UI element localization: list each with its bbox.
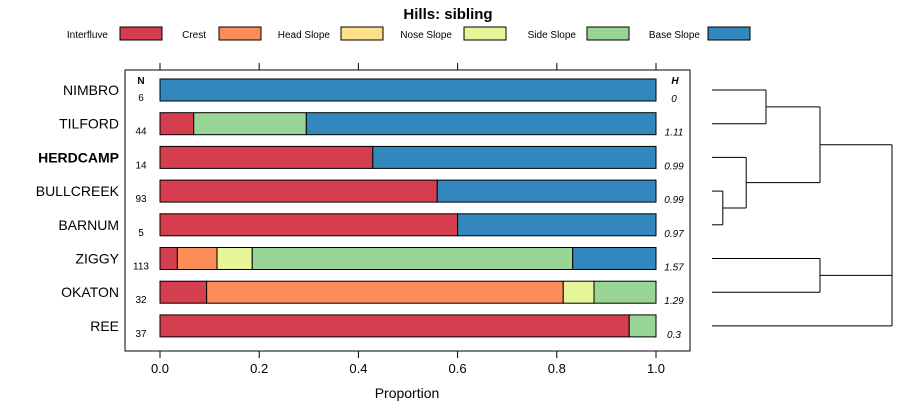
h-value-bullcreek: 0.99 [664, 195, 684, 206]
bar-tilford-interfluve [159, 112, 195, 136]
bar-ziggy-base-slope [572, 247, 657, 270]
bar-nimbro-base-slope [159, 78, 657, 102]
bar-bullcreek-interfluve [159, 179, 438, 203]
bar-ziggy-nose-slope [216, 247, 253, 270]
h-value-herdcamp: 0.99 [664, 161, 684, 172]
n-value-nimbro: 6 [138, 93, 144, 104]
bar-ziggy-crest [176, 247, 218, 270]
n-value-ree: 37 [135, 329, 147, 340]
bar-tilford-base-slope [305, 112, 657, 136]
legend-label-base-slope: Base Slope [649, 30, 701, 41]
h-value-okaton: 1.29 [664, 296, 684, 307]
row-herdcamp: HERDCAMP 14 0.99 [38, 145, 684, 172]
legend-swatch-interfluve [119, 26, 163, 41]
row-okaton: OKATON 32 1.29 [61, 280, 684, 307]
row-label-bullcreek: BULLCREEK [36, 183, 120, 199]
x-tick-label-2: 0.4 [349, 361, 367, 376]
bar-barnum-interfluve [159, 213, 459, 237]
chart-title: Hills: sibling [403, 6, 492, 23]
row-tilford: TILFORD 44 1.11 [59, 112, 684, 139]
x-axis: 0.0 0.2 0.4 0.6 0.8 1.0 [151, 351, 665, 376]
legend-label-side-slope: Side Slope [528, 30, 577, 41]
dendrogram [712, 89, 893, 327]
legend-swatch-crest [218, 26, 262, 41]
x-axis-label: Proportion [375, 385, 440, 401]
bar-okaton-crest [206, 280, 564, 304]
bar-ziggy-interfluve [159, 247, 178, 270]
bar-okaton-nose-slope [562, 280, 595, 304]
row-label-herdcamp: HERDCAMP [38, 149, 119, 165]
row-label-ziggy: ZIGGY [75, 251, 119, 267]
row-label-barnum: BARNUM [58, 217, 119, 233]
legend-label-interfluve: Interfluve [67, 30, 109, 41]
row-label-tilford: TILFORD [59, 116, 119, 132]
row-barnum: BARNUM 5 0.97 [58, 213, 684, 240]
x-tick-label-5: 1.0 [647, 361, 665, 376]
bar-ree-interfluve [159, 314, 630, 338]
bar-okaton-side-slope [593, 280, 657, 304]
n-value-ziggy: 113 [133, 262, 149, 273]
x-tick-label-0: 0.0 [151, 361, 169, 376]
row-label-nimbro: NIMBRO [63, 82, 119, 98]
bar-ree-side-slope [628, 314, 657, 338]
legend-label-crest: Crest [182, 30, 206, 41]
h-value-tilford: 1.11 [665, 128, 684, 139]
h-header: H [671, 76, 679, 87]
bar-okaton-interfluve [159, 280, 208, 304]
n-value-barnum: 5 [138, 228, 144, 239]
bar-herdcamp-interfluve [159, 145, 374, 169]
row-label-ree: REE [90, 318, 119, 334]
h-value-barnum: 0.97 [664, 229, 684, 240]
x-tick-label-1: 0.2 [250, 361, 268, 376]
x-tick-label-4: 0.8 [548, 361, 566, 376]
legend-label-head-slope: Head Slope [278, 30, 331, 41]
legend-swatch-nose-slope [463, 26, 507, 41]
n-value-okaton: 32 [135, 295, 147, 306]
bar-ziggy-side-slope [251, 247, 574, 270]
row-bullcreek: BULLCREEK 93 0.99 [36, 179, 684, 206]
n-value-tilford: 44 [135, 127, 147, 138]
bar-bullcreek-base-slope [436, 179, 657, 203]
top-axis-ticks [159, 63, 657, 70]
legend-swatch-base-slope [707, 26, 751, 41]
n-value-bullcreek: 93 [135, 194, 147, 205]
bar-barnum-base-slope [457, 213, 657, 237]
n-value-herdcamp: 14 [135, 160, 147, 171]
n-header: N [137, 76, 144, 87]
row-label-okaton: OKATON [61, 284, 119, 300]
h-value-nimbro: 0 [671, 94, 677, 105]
plot-frame [124, 69, 691, 352]
x-tick-label-3: 0.6 [449, 361, 467, 376]
h-value-ziggy: 1.57 [664, 263, 684, 274]
row-ree: REE 37 0.3 [90, 314, 681, 341]
legend-label-nose-slope: Nose Slope [400, 30, 452, 41]
bar-tilford-side-slope [193, 112, 307, 136]
row-ziggy: ZIGGY 113 1.57 [75, 247, 684, 274]
row-nimbro: NIMBRO 6 0 [63, 78, 677, 105]
legend-swatch-side-slope [586, 26, 630, 41]
h-value-ree: 0.3 [667, 330, 681, 341]
legend: Interfluve Crest Head Slope Nose Slope Side … [67, 26, 751, 41]
bar-herdcamp-base-slope [372, 145, 657, 169]
legend-swatch-head-slope [340, 26, 384, 41]
